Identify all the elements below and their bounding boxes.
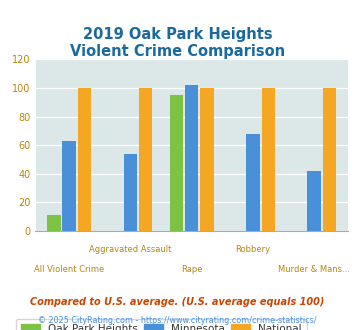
Bar [124, 154, 137, 231]
Text: Robbery: Robbery [235, 245, 271, 254]
Bar [262, 88, 275, 231]
Bar [47, 215, 61, 231]
Text: © 2025 CityRating.com - https://www.cityrating.com/crime-statistics/: © 2025 CityRating.com - https://www.city… [38, 315, 317, 325]
Text: 2019 Oak Park Heights: 2019 Oak Park Heights [83, 27, 272, 42]
Text: All Violent Crime: All Violent Crime [34, 265, 104, 274]
Bar [78, 88, 91, 231]
Bar [170, 95, 183, 231]
Text: Aggravated Assault: Aggravated Assault [89, 245, 171, 254]
Bar [139, 88, 153, 231]
Bar [200, 88, 214, 231]
Bar [246, 134, 260, 231]
Bar [307, 171, 321, 231]
Text: Murder & Mans...: Murder & Mans... [278, 265, 350, 274]
Bar [185, 85, 198, 231]
Text: Compared to U.S. average. (U.S. average equals 100): Compared to U.S. average. (U.S. average … [30, 297, 325, 307]
Bar [323, 88, 336, 231]
Bar [62, 141, 76, 231]
Text: Violent Crime Comparison: Violent Crime Comparison [70, 44, 285, 59]
Legend: Oak Park Heights, Minnesota, National: Oak Park Heights, Minnesota, National [16, 318, 307, 330]
Text: Rape: Rape [181, 265, 202, 274]
